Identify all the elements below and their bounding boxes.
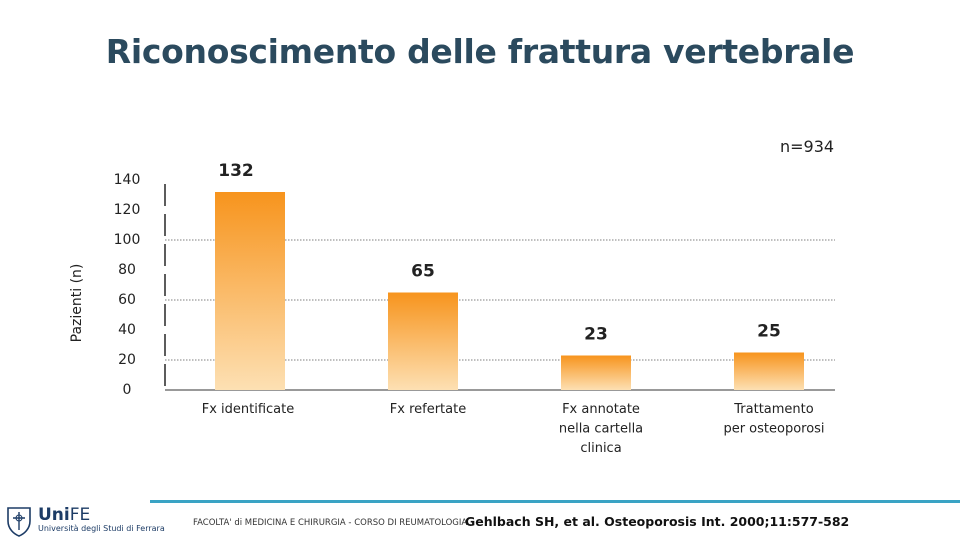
- data-label: 23: [584, 325, 608, 345]
- x-tick-label: Fx annotate nella cartella clinica: [559, 402, 643, 456]
- logo-fe: FE: [69, 505, 91, 525]
- y-tick-label: 80: [118, 262, 136, 278]
- footer-course-text: FACOLTA' di MEDICINA E CHIRURGIA - CORSO…: [193, 518, 468, 528]
- y-tick-label: 100: [114, 232, 141, 248]
- x-tick-label: Trattamento per osteoporosi: [723, 402, 824, 437]
- y-axis-label: Pazienti (n): [69, 264, 85, 343]
- bar: [561, 355, 631, 390]
- bar: [215, 192, 285, 390]
- x-tick-label: Fx identificate: [202, 402, 295, 417]
- logo-uni: Uni: [38, 505, 70, 525]
- bar: [388, 292, 458, 390]
- y-tick-label: 60: [118, 292, 136, 308]
- chart-title: Riconoscimento delle frattura vertebrale: [105, 32, 855, 71]
- labels: 0 20 40 60 80 100 120 140 132 65 23 25 Fx identifica…: [114, 161, 825, 456]
- university-logo: UniFE Università degli Studi di Ferrara: [38, 506, 165, 534]
- logo-subtitle: Università degli Studi di Ferrara: [38, 524, 165, 533]
- data-label: 65: [411, 262, 435, 282]
- y-tick-label: 140: [114, 172, 141, 188]
- data-label: 25: [757, 322, 781, 342]
- citation: Gehlbach SH, et al. Osteoporosis Int. 20…: [465, 514, 850, 529]
- sample-size-label: n=934: [780, 137, 835, 156]
- bar-chart: 0 20 40 60 80 100 120 140 132 65 23 25 Fx identifica…: [69, 161, 835, 456]
- y-tick-label: 40: [118, 322, 136, 338]
- y-tick-label: 20: [118, 352, 136, 368]
- bar: [734, 352, 804, 390]
- footer-divider: [150, 500, 960, 503]
- y-tick-label: 0: [123, 382, 132, 398]
- university-crest-icon: [7, 507, 31, 537]
- y-tick-label: 120: [114, 202, 141, 218]
- x-tick-label: Fx refertate: [390, 402, 466, 417]
- bars: [215, 192, 804, 390]
- data-label: 132: [218, 161, 254, 181]
